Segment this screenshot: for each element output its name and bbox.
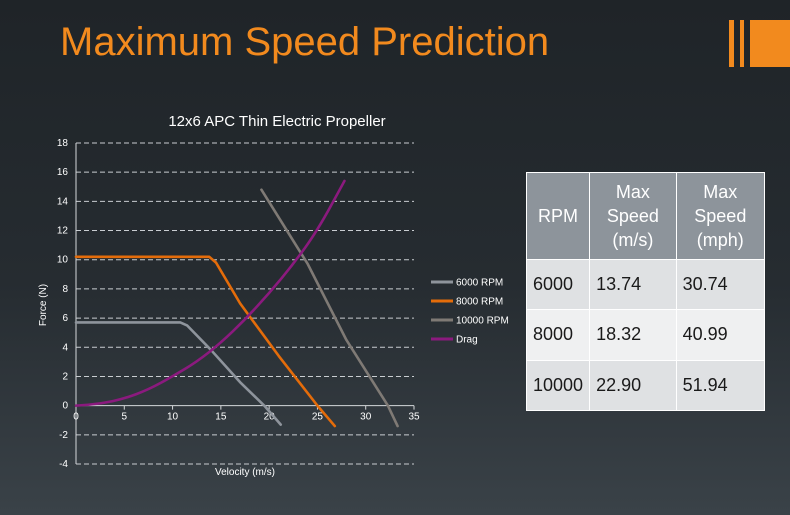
y-tick-label: 12 xyxy=(57,226,69,237)
table-cell: 51.94 xyxy=(675,359,766,412)
table-cell: 18.32 xyxy=(589,309,677,361)
table-cell: 8000 xyxy=(525,309,591,361)
y-tick-label: 4 xyxy=(62,342,68,353)
table-header-max-speed-ms: Max Speed (m/s) xyxy=(589,172,677,260)
y-axis-label: Force (N) xyxy=(38,284,49,326)
table-cell: 6000 xyxy=(525,258,591,311)
chart-axes xyxy=(75,143,415,464)
table-row: 6000 13.74 30.74 xyxy=(525,258,766,311)
max-speed-table: RPM Max Speed (m/s) Max Speed (mph) 6000… xyxy=(525,172,766,412)
series-line-10000-rpm xyxy=(260,188,399,428)
table-header-max-speed-mph: Max Speed (mph) xyxy=(675,172,766,260)
x-axis-label: Velocity (m/s) xyxy=(215,467,275,478)
table-cell: 22.90 xyxy=(589,359,677,412)
y-tick-label: 8 xyxy=(62,284,68,295)
x-tick-label: 30 xyxy=(360,412,372,423)
chart-tick-labels: -4 -2 0 2 4 6 8 10 12 14 16 18 0 5 10 15 20 25 30 35 xyxy=(57,138,420,470)
y-tick-label: 10 xyxy=(57,255,69,266)
series-line-drag xyxy=(74,179,346,407)
y-tick-label: 0 xyxy=(62,401,68,412)
x-tick-label: 5 xyxy=(122,412,128,423)
table-header-rpm: RPM xyxy=(525,172,591,260)
chart-title: 12x6 APC Thin Electric Propeller xyxy=(168,113,385,130)
table-cell: 10000 xyxy=(525,359,591,412)
y-tick-label: 6 xyxy=(62,313,68,324)
x-tick-label: 35 xyxy=(408,412,420,423)
y-tick-label: -2 xyxy=(59,430,68,441)
accent-bar xyxy=(750,20,790,67)
table-header-row: RPM Max Speed (m/s) Max Speed (mph) xyxy=(525,172,766,260)
legend-label-6000-rpm: 6000 RPM xyxy=(456,278,503,289)
y-tick-label: -4 xyxy=(59,459,68,470)
series-line-8000-rpm xyxy=(74,255,337,428)
accent-bars-decoration xyxy=(729,20,790,67)
legend-label-10000-rpm: 10000 RPM xyxy=(456,316,509,327)
y-tick-label: 16 xyxy=(57,167,69,178)
x-tick-label: 10 xyxy=(167,412,179,423)
x-tick-label: 25 xyxy=(312,412,324,423)
table-cell: 30.74 xyxy=(675,258,766,311)
y-tick-label: 2 xyxy=(62,371,68,382)
table-row: 10000 22.90 51.94 xyxy=(525,359,766,412)
chart-legend: 6000 RPM 8000 RPM 10000 RPM Drag xyxy=(431,278,509,346)
y-tick-label: 18 xyxy=(57,138,69,149)
x-tick-label: 0 xyxy=(73,412,79,423)
x-tick-label: 20 xyxy=(264,412,276,423)
legend-label-8000-rpm: 8000 RPM xyxy=(456,297,503,308)
slide-title: Maximum Speed Prediction xyxy=(60,20,550,64)
table-cell: 40.99 xyxy=(675,309,766,361)
chart-series xyxy=(74,179,399,428)
table-cell: 13.74 xyxy=(589,258,677,311)
legend-label-drag: Drag xyxy=(456,335,478,346)
accent-bar xyxy=(740,20,744,67)
x-tick-label: 15 xyxy=(215,412,227,423)
y-tick-label: 14 xyxy=(57,196,69,207)
table-row: 8000 18.32 40.99 xyxy=(525,309,766,361)
accent-bar xyxy=(729,20,734,67)
